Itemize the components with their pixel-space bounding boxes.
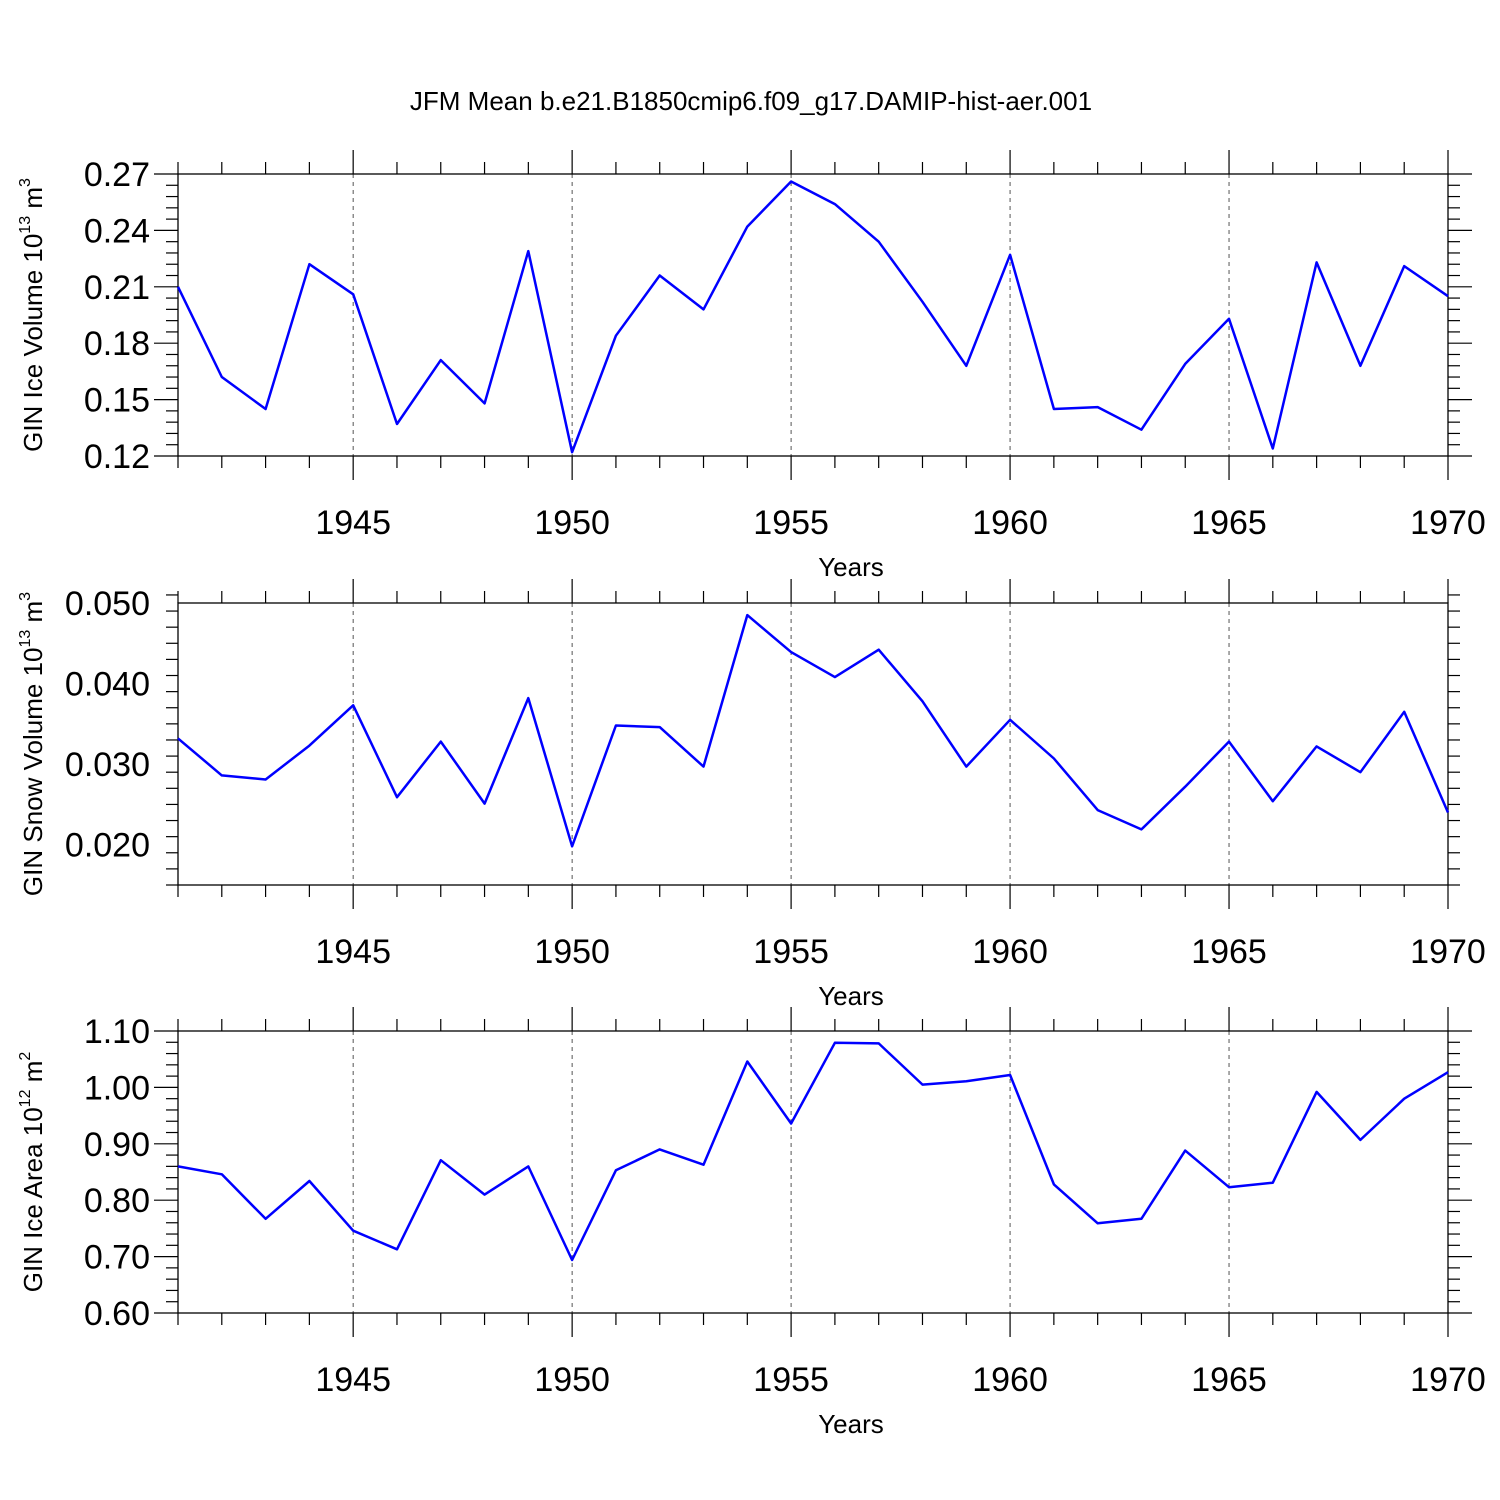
panel-3: 1945 1950 1955 1960 1965 1970 0.60 0.70 0.80 0.90… bbox=[17, 1007, 1486, 1439]
y-tick-label: 0.60 bbox=[84, 1295, 150, 1333]
x-tick-label: 1965 bbox=[1191, 933, 1267, 971]
x-tick-label: 1965 bbox=[1191, 1361, 1267, 1399]
y-axis-title: GIN Ice Area 1012 m2 bbox=[17, 1052, 48, 1293]
x-tick-label: 1950 bbox=[534, 1361, 610, 1399]
x-tick-label: 1950 bbox=[534, 933, 610, 971]
x-tick-label: 1960 bbox=[972, 504, 1048, 542]
panel-2: 1945 1950 1955 1960 1965 1970 0.020 0.030 0.040 0… bbox=[17, 579, 1486, 1011]
y-tick-label: 0.050 bbox=[65, 585, 150, 623]
x-axis-title: Years bbox=[818, 1409, 884, 1439]
y-axis-title: GIN Snow Volume 1013 m3 bbox=[17, 592, 48, 896]
series-line bbox=[177, 613, 1450, 848]
y-tick-label: 1.10 bbox=[84, 1013, 150, 1051]
x-axis-title: Years bbox=[818, 552, 884, 582]
y-tick-label: 0.12 bbox=[84, 438, 150, 476]
panels: 1945 1950 1955 1960 1965 1970 0.12 0.15 0.18 0.21… bbox=[17, 150, 1486, 1439]
x-tick-label: 1945 bbox=[315, 504, 391, 542]
y-tick-label: 0.70 bbox=[84, 1239, 150, 1277]
x-tick-label: 1945 bbox=[315, 1361, 391, 1399]
y-tick-label: 0.90 bbox=[84, 1126, 150, 1164]
x-tick-label: 1960 bbox=[972, 1361, 1048, 1399]
y-tick-label: 1.00 bbox=[84, 1069, 150, 1107]
y-tick-label: 0.040 bbox=[65, 666, 150, 704]
x-tick-label: 1955 bbox=[753, 933, 829, 971]
plot-frame bbox=[177, 602, 1449, 886]
y-tick-label: 0.15 bbox=[84, 382, 150, 420]
x-tick-label: 1970 bbox=[1410, 933, 1486, 971]
x-tick-label: 1955 bbox=[753, 1361, 829, 1399]
x-tick-label: 1945 bbox=[315, 933, 391, 971]
y-tick-label: 0.020 bbox=[65, 827, 150, 865]
x-tick-label: 1970 bbox=[1410, 1361, 1486, 1399]
y-tick-label: 0.030 bbox=[65, 746, 150, 784]
series-line bbox=[176, 180, 1449, 454]
series-line bbox=[177, 1041, 1449, 1262]
chart-title: JFM Mean b.e21.B1850cmip6.f09_g17.DAMIP-… bbox=[410, 86, 1092, 116]
y-tick-label: 0.27 bbox=[84, 156, 150, 194]
x-axis-title: Years bbox=[818, 981, 884, 1011]
plot-frame bbox=[177, 173, 1449, 457]
panel-1: 1945 1950 1955 1960 1965 1970 0.12 0.15 0.18 0.21… bbox=[17, 150, 1486, 582]
plot-frame bbox=[177, 1030, 1449, 1314]
x-tick-label: 1965 bbox=[1191, 504, 1267, 542]
x-tick-label: 1950 bbox=[534, 504, 610, 542]
y-axis-title: GIN Ice Volume 1013 m3 bbox=[17, 178, 48, 452]
x-tick-label: 1960 bbox=[972, 933, 1048, 971]
y-tick-label: 0.80 bbox=[84, 1182, 150, 1220]
x-tick-label: 1970 bbox=[1410, 504, 1486, 542]
y-tick-label: 0.21 bbox=[84, 269, 150, 307]
y-tick-label: 0.24 bbox=[84, 212, 150, 250]
x-tick-label: 1955 bbox=[753, 504, 829, 542]
y-tick-label: 0.18 bbox=[84, 325, 150, 363]
